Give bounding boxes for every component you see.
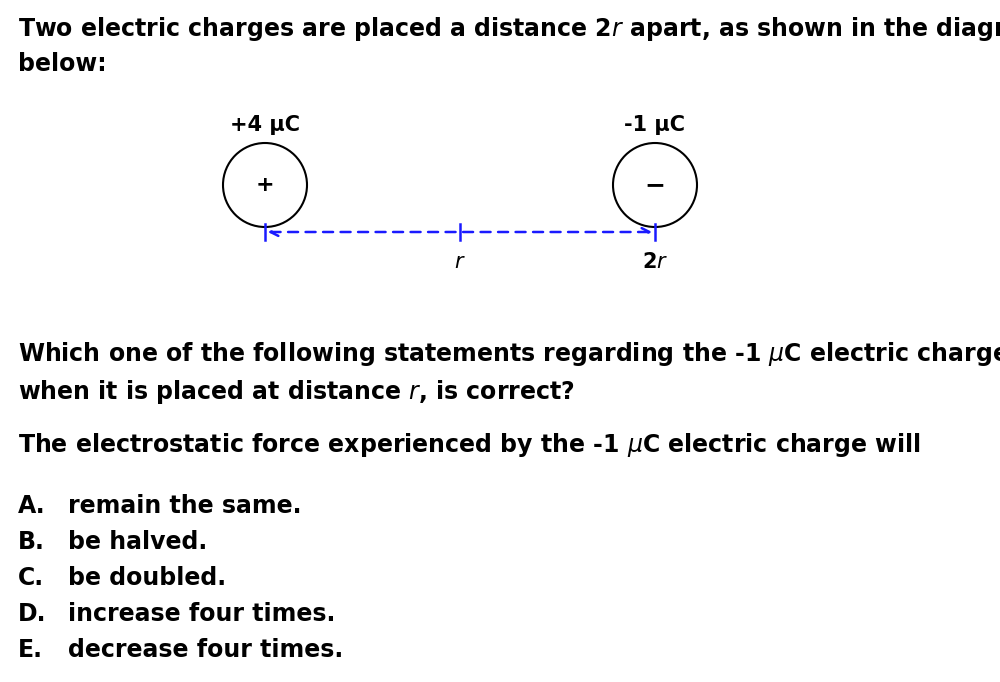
Text: decrease four times.: decrease four times. bbox=[68, 638, 343, 662]
Text: when it is placed at distance $r$, is correct?: when it is placed at distance $r$, is co… bbox=[18, 378, 575, 406]
Text: B.: B. bbox=[18, 530, 45, 554]
Text: +4 μC: +4 μC bbox=[230, 115, 300, 135]
Text: 2$r$: 2$r$ bbox=[642, 252, 668, 272]
Text: Two electric charges are placed a distance 2$r$ apart, as shown in the diagram: Two electric charges are placed a distan… bbox=[18, 15, 1000, 43]
Text: below:: below: bbox=[18, 52, 107, 76]
Text: D.: D. bbox=[18, 602, 46, 626]
Text: +: + bbox=[256, 175, 274, 195]
Text: be doubled.: be doubled. bbox=[68, 566, 226, 590]
Text: increase four times.: increase four times. bbox=[68, 602, 335, 626]
Text: −: − bbox=[644, 173, 666, 197]
Text: The electrostatic force experienced by the -1 $\mu$C electric charge will: The electrostatic force experienced by t… bbox=[18, 431, 921, 459]
Text: remain the same.: remain the same. bbox=[68, 494, 302, 518]
Text: Which one of the following statements regarding the -1 $\mu$C electric charge,: Which one of the following statements re… bbox=[18, 340, 1000, 368]
Text: -1 μC: -1 μC bbox=[624, 115, 686, 135]
Text: be halved.: be halved. bbox=[68, 530, 207, 554]
Text: C.: C. bbox=[18, 566, 44, 590]
Text: $r$: $r$ bbox=[454, 252, 466, 272]
Text: A.: A. bbox=[18, 494, 46, 518]
Text: E.: E. bbox=[18, 638, 43, 662]
